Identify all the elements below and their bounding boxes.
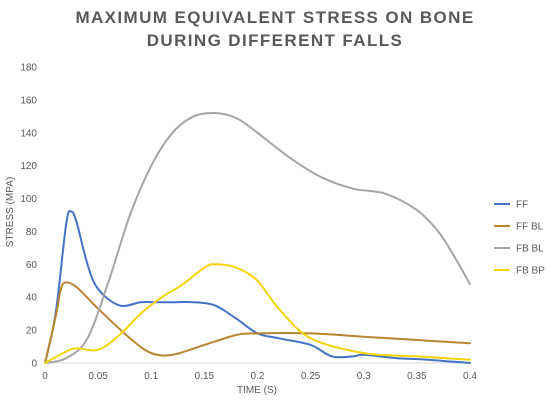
legend-label-fb-bp: FB BP [516,266,545,277]
y-tick-label: 20 [26,326,38,337]
y-axis-label: STRESS (MPA) [5,177,16,247]
y-tick-labels: 0 20 40 60 80 100 120 140 160 180 [20,63,37,370]
y-tick-label: 140 [20,128,37,139]
y-tick-label: 60 [26,260,38,271]
legend-label-fb-bl: FB BL [516,244,544,255]
x-tick-labels: 0 0.05 0.1 0.15 0.2 0.25 0.3 0.35 0.4 [42,371,477,382]
legend-label-ff-bl: FF BL [516,222,544,233]
x-tick-label: 0.4 [463,371,477,382]
x-tick-label: 0.35 [407,371,427,382]
series-line-ff [44,209,471,364]
x-tick-label: 0.15 [195,371,215,382]
x-tick-label: 0.25 [301,371,321,382]
y-tick-label: 80 [26,227,38,238]
y-tick-label: 120 [20,161,37,172]
y-tick-label: 100 [20,194,37,205]
series-line-fb-bp [44,263,471,364]
chart-title-line-2: DURING DIFFERENT FALLS [146,31,404,50]
y-tick-label: 0 [31,359,37,370]
legend-label-ff: FF [516,200,528,211]
y-tick-label: 180 [20,63,37,74]
x-tick-label: 0 [42,371,48,382]
chart-title-line-1: MAXIMUM EQUIVALENT STRESS ON BONE [75,8,475,27]
x-axis-label: TIME (S) [237,385,277,396]
x-tick-label: 0.2 [251,371,265,382]
series-line-fb-bl [44,111,471,364]
x-tick-label: 0.05 [88,371,108,382]
y-tick-label: 40 [26,293,38,304]
y-tick-label: 160 [20,95,37,106]
x-tick-label: 0.3 [357,371,371,382]
x-tick-label: 0.1 [144,371,158,382]
legend: FF FF BL FB BL FB BP [494,200,545,277]
series-lines [44,111,471,364]
series-line-ff-bl [44,281,471,364]
